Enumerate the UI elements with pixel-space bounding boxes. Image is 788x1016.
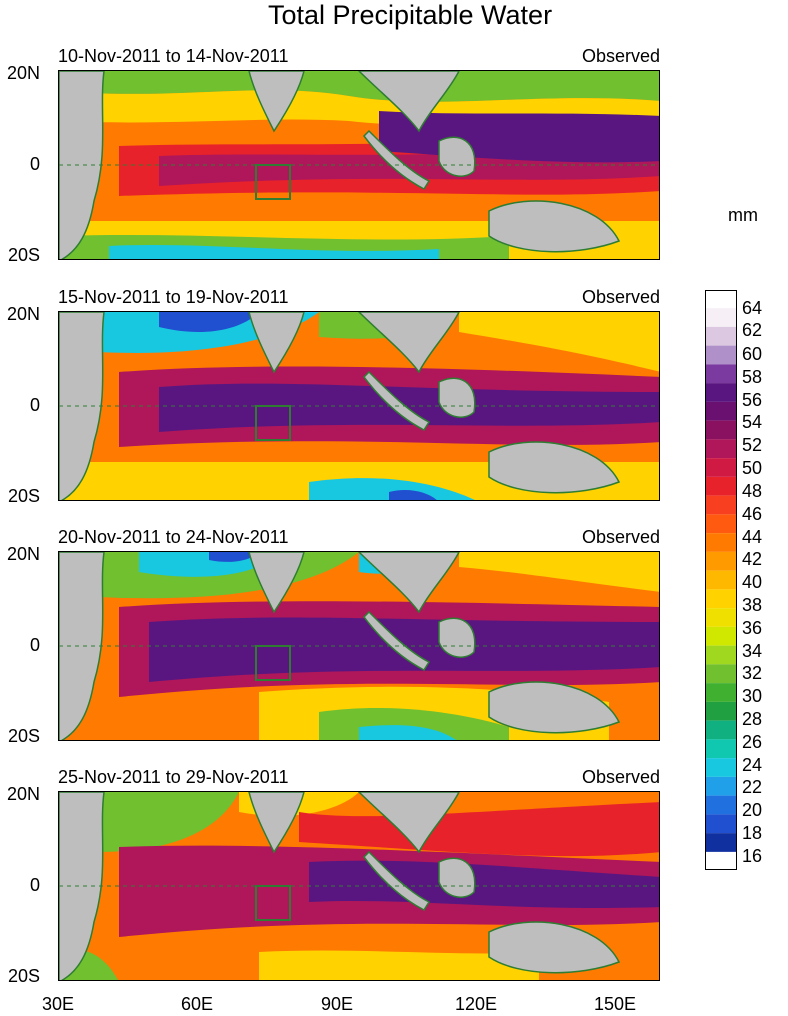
colorbar-label-30: 30 bbox=[742, 686, 763, 706]
colorbar-label-36: 36 bbox=[742, 618, 763, 638]
colorbar-label-58: 58 bbox=[742, 367, 763, 387]
panel-3-period: 20-Nov-2011 to 24-Nov-2011 bbox=[58, 527, 289, 547]
colorbar-label-32: 32 bbox=[742, 663, 763, 683]
panel-1-period: 10-Nov-2011 to 14-Nov-2011 bbox=[58, 46, 289, 66]
panel-2-lat-0: 0 bbox=[29, 395, 40, 415]
map-panel-2-canvas bbox=[59, 312, 659, 500]
colorbar-label-16: 16 bbox=[742, 846, 763, 866]
map-panel-1-canvas bbox=[59, 71, 659, 259]
panel-3-lat-0: 0 bbox=[29, 635, 40, 655]
colorbar-label-34: 34 bbox=[742, 641, 763, 661]
lon-label-120e: 120E bbox=[454, 994, 498, 1014]
panel-3-status: Observed bbox=[581, 527, 660, 547]
map-panel-1 bbox=[58, 70, 660, 260]
lon-label-90e: 90E bbox=[320, 994, 354, 1014]
colorbar-label-54: 54 bbox=[742, 412, 763, 432]
map-panel-4 bbox=[58, 791, 660, 981]
panel-4-period: 25-Nov-2011 to 29-Nov-2011 bbox=[58, 767, 289, 787]
colorbar-label-52: 52 bbox=[742, 435, 763, 455]
panel-1-status: Observed bbox=[581, 46, 660, 66]
colorbar-label-42: 42 bbox=[742, 549, 763, 569]
lon-label-60e: 60E bbox=[180, 994, 214, 1014]
map-panel-4-canvas bbox=[59, 792, 659, 980]
colorbar-label-50: 50 bbox=[742, 458, 763, 478]
colorbar bbox=[705, 290, 737, 870]
colorbar-label-40: 40 bbox=[742, 572, 763, 592]
colorbar-label-64: 64 bbox=[742, 298, 763, 318]
figure-title: Total Precipitable Water bbox=[267, 0, 553, 30]
panel-4-lat-0: 0 bbox=[29, 875, 40, 895]
panel-2-period: 15-Nov-2011 to 19-Nov-2011 bbox=[58, 287, 289, 307]
colorbar-label-22: 22 bbox=[742, 777, 763, 797]
colorbar-label-56: 56 bbox=[742, 390, 763, 410]
panel-2-lat-20s: 20S bbox=[7, 486, 40, 506]
colorbar-label-26: 26 bbox=[742, 732, 763, 752]
colorbar-units: mm bbox=[728, 205, 758, 225]
panel-2-status: Observed bbox=[581, 287, 660, 307]
lon-label-30e: 30E bbox=[41, 994, 75, 1014]
colorbar-label-44: 44 bbox=[742, 527, 763, 547]
panel-4-status: Observed bbox=[581, 767, 660, 787]
colorbar-label-28: 28 bbox=[742, 709, 763, 729]
colorbar-label-38: 38 bbox=[742, 595, 763, 615]
colorbar-label-24: 24 bbox=[742, 755, 763, 775]
panel-3-lat-20s: 20S bbox=[7, 726, 40, 746]
panel-1-lat-0: 0 bbox=[29, 154, 40, 174]
panel-2-lat-20n: 20N bbox=[6, 304, 40, 324]
lon-label-150e: 150E bbox=[593, 994, 637, 1014]
map-panel-2 bbox=[58, 311, 660, 501]
panel-3-lat-20n: 20N bbox=[6, 544, 40, 564]
map-panel-3-canvas bbox=[59, 552, 659, 740]
map-panel-3 bbox=[58, 551, 660, 741]
colorbar-label-62: 62 bbox=[742, 320, 763, 340]
panel-4-lat-20s: 20S bbox=[7, 966, 40, 986]
colorbar-label-60: 60 bbox=[742, 344, 763, 364]
panel-4-lat-20n: 20N bbox=[6, 784, 40, 804]
panel-1-lat-20s: 20S bbox=[7, 245, 40, 265]
colorbar-label-18: 18 bbox=[742, 823, 763, 843]
colorbar-label-48: 48 bbox=[742, 481, 763, 501]
colorbar-label-20: 20 bbox=[742, 800, 763, 820]
panel-1-lat-20n: 20N bbox=[6, 63, 40, 83]
colorbar-label-46: 46 bbox=[742, 504, 763, 524]
